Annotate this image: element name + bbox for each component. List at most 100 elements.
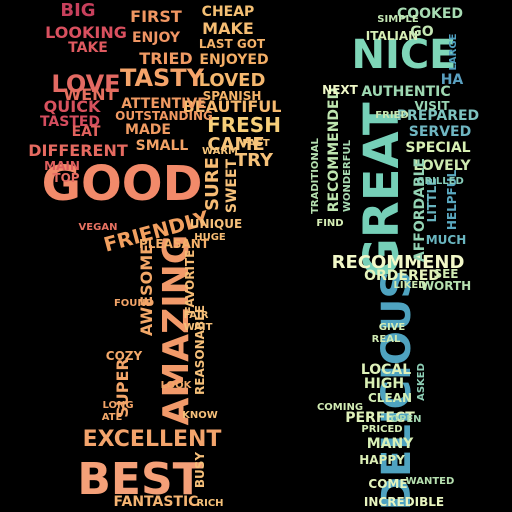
knife-word-worth: WORTH (421, 279, 471, 293)
fork-word-cozy: COZY (106, 349, 143, 363)
fork-word-favorite: FAVORITE (183, 250, 197, 315)
knife-word-delicious: DELICIOUS (374, 270, 420, 510)
fork-word-cheap: CHEAP (202, 4, 255, 20)
fork-word-know: KNOW (182, 410, 218, 421)
fork-word-tasted: TASTED (40, 114, 100, 130)
fork-word-attentive: ATTENTIVE (121, 96, 207, 112)
knife-word-fried: FRIED (375, 110, 408, 121)
knife-word-recommend: RECOMMEND (332, 252, 465, 273)
fork-word-came: CAME (207, 134, 264, 155)
knife-word-coming: COMING (317, 402, 363, 413)
knife-word-large: LARGE (448, 33, 459, 70)
fork-word-excellent: EXCELLENT (83, 427, 222, 452)
fork-word-first: FIRST (130, 7, 182, 26)
fork-word-wait: WAIT (184, 322, 213, 333)
fork-word-look: LOOK (161, 380, 193, 391)
fork-word-looking: LOOKING (45, 23, 127, 42)
fork-word-super: SUPER (113, 358, 132, 418)
fork-word-small: SMALL (136, 138, 189, 154)
fork-word-enjoy: ENJOY (132, 30, 181, 46)
knife-word-prepared: PREPARED (397, 108, 479, 124)
fork-word-pleasant: PLEASANT (139, 237, 210, 251)
knife-word-liked: LIKED (394, 280, 427, 291)
fork-word-outstanding: OUTSTANDING (115, 109, 213, 123)
knife-word-visit: VISIT (414, 99, 450, 113)
knife-word-asked: ASKED (416, 363, 427, 401)
knife-word-recommended: RECOMMENDED (326, 88, 342, 212)
fork-word-good: GOOD (42, 156, 203, 212)
fork-word-sure: SURE (202, 157, 223, 211)
knife-word-clean: CLEAN (368, 391, 412, 405)
fork-word-fresh: FRESH (207, 113, 281, 137)
knife-word-authentic: AUTHENTIC (361, 84, 450, 100)
fork-word-top: TOP (52, 171, 79, 185)
knife-word-lovely: LOVELY (413, 158, 471, 174)
fork-word-spanish: SPANISH (203, 89, 262, 103)
knife-word-priced: PRICED (361, 424, 402, 435)
fork-word-main: MAIN (44, 159, 80, 173)
knife-word-grilled: GRILLED (416, 176, 464, 187)
knife-word-much: MUCH (426, 233, 467, 247)
fork-word-busy: BUSY (193, 452, 207, 489)
knife-word-nice: NICE (351, 32, 456, 78)
fork-word-rich: RICH (196, 498, 223, 509)
fork-word-went: WENT (64, 85, 117, 104)
knife-word-cooked: COOKED (397, 6, 463, 22)
fork-word-last-got: LAST GOT (199, 37, 266, 51)
fork-word-found: FOUND (114, 298, 154, 309)
fork-word-long: LONG (102, 400, 133, 411)
fork-word-try: TRY (235, 150, 274, 171)
knife-word-traditional: TRADITIONAL (310, 137, 321, 213)
fork-word-best: BEST (77, 454, 202, 505)
fork-word-made: MADE (125, 122, 171, 138)
knife-word-next: NEXT (322, 83, 358, 97)
knife-word-many: MANY (367, 436, 414, 452)
fork-word-tasty: TASTY (120, 64, 205, 92)
knife-word-helpful: HELPFUL (445, 170, 459, 231)
knife-word-little: LITTLE (425, 178, 439, 223)
fork-word-huge: HUGE (194, 232, 226, 243)
knife-word-incredible: INCREDIBLE (364, 495, 444, 509)
fork-word-fast: FAST (242, 138, 270, 149)
knife-word-come: COME (368, 477, 407, 491)
knife-word-simple: SIMPLE (377, 14, 419, 25)
fork-word-group: GOODAMAZINGBESTEXCELLENTFRIENDLYTASTYLOV… (28, 0, 281, 510)
knife-word-special: SPECIAL (405, 140, 470, 156)
fork-word-make: MAKE (202, 19, 254, 38)
fork-word-eat: EAT (72, 124, 101, 140)
fork-word-ate: ATE (102, 412, 123, 423)
fork-word-beautiful: BEAUTIFUL (183, 97, 282, 116)
fork-word-vegan: VEGAN (79, 222, 118, 233)
fork-word-love: LOVE (51, 70, 120, 98)
knife-word-italian: ITALIAN (366, 29, 418, 43)
knife-word-wonderful: WONDERFUL (342, 139, 353, 212)
knife-word-open: OPEN (390, 414, 421, 425)
fork-word-quick: QUICK (44, 97, 101, 116)
knife-word-great: GREAT (354, 102, 410, 278)
knife-word-perfect: PERFECT (345, 410, 415, 426)
fork-word-loved: LOVED (199, 70, 266, 91)
fork-word-reasonable: REASONABLE (193, 305, 207, 395)
knife-word-real: REAL (372, 334, 401, 345)
knife-word-ha: HA (441, 72, 464, 88)
fork-word-different: DIFFERENT (28, 141, 128, 160)
fork-word-amazing: AMAZING (156, 235, 197, 426)
fork-word-enjoyed: ENJOYED (199, 52, 268, 68)
knife-word-give: GIVE (379, 322, 406, 333)
knife-word-local: LOCAL (361, 362, 411, 378)
fork-word-awesome: AWESOME (137, 244, 156, 336)
fork-word-take: TAKE (68, 40, 108, 56)
knife-word-find: FIND (316, 218, 343, 229)
fork-word-tried: TRIED (139, 49, 192, 68)
knife-word-affordable: AFFORDABLE (412, 158, 428, 262)
knife-word-high: HIGH (364, 376, 404, 392)
fork-word-sweet: SWEET (224, 158, 240, 213)
knife-word-served: SERVED (409, 124, 471, 140)
fork-word-warm: WARM (202, 146, 238, 157)
fork-word-fantastic: FANTASTIC (114, 494, 199, 510)
knife-word-go: GO (410, 24, 433, 40)
knife-word-ordered: ORDERED (364, 268, 440, 284)
